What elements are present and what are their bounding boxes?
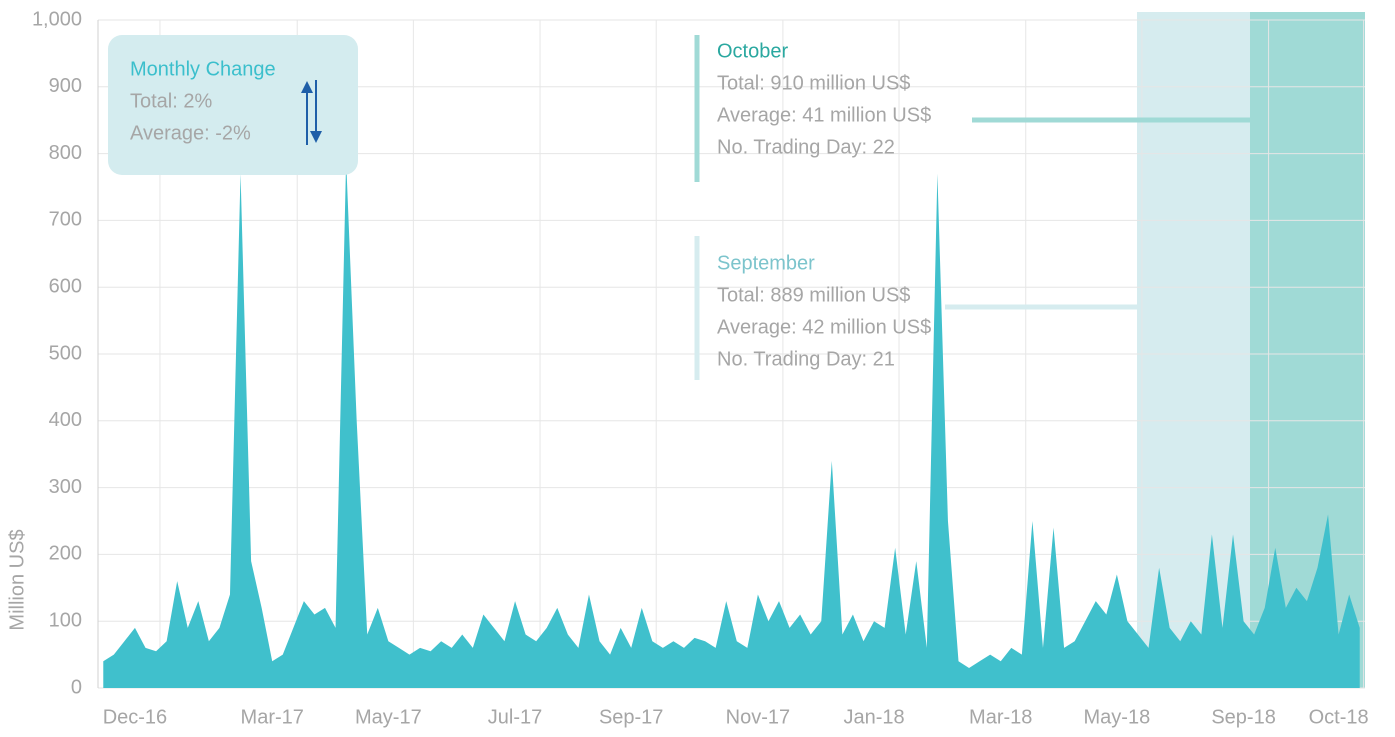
- annotation-days: No. Trading Day: 22: [717, 136, 895, 158]
- annotation-title: October: [717, 40, 788, 62]
- area: [103, 160, 1360, 688]
- x-tick-label: Mar-18: [969, 706, 1032, 728]
- x-tick-label: May-18: [1084, 706, 1151, 728]
- y-tick-label: 700: [49, 209, 82, 231]
- x-tick-label: Dec-16: [103, 706, 167, 728]
- y-tick-label: 1,000: [32, 8, 82, 30]
- y-tick-label: 300: [49, 476, 82, 498]
- y-tick-label: 600: [49, 275, 82, 297]
- annotation-total: Total: 889 million US$: [717, 284, 910, 306]
- y-tick-label: 200: [49, 543, 82, 565]
- x-tick-label: Jan-18: [843, 706, 904, 728]
- y-tick-label: 800: [49, 142, 82, 164]
- x-tick-label: Oct-18: [1309, 706, 1369, 728]
- october-band: [1250, 12, 1365, 688]
- down-arrowhead: [310, 131, 322, 143]
- annotation-title: September: [717, 252, 815, 274]
- annotations: October Total: 910 million US$ Average: 41…: [694, 35, 1250, 380]
- x-tick-label: Nov-17: [726, 706, 790, 728]
- annotation-days: No. Trading Day: 21: [717, 348, 895, 370]
- x-tick-label: Sep-17: [599, 706, 664, 728]
- y-tick-label: 400: [49, 409, 82, 431]
- x-tick-label: Mar-17: [241, 706, 304, 728]
- x-tick-label: May-17: [355, 706, 422, 728]
- up-arrowhead: [301, 81, 313, 93]
- annotation-average: Average: 42 million US$: [717, 316, 931, 338]
- y-tick-label: 100: [49, 609, 82, 631]
- box: [108, 35, 358, 175]
- monthly-change-box: Monthly Change Total: 2% Average: -2%: [108, 35, 358, 175]
- box-title: Monthly Change: [130, 58, 276, 80]
- plot: [103, 160, 1360, 688]
- y-tick-label: 900: [49, 75, 82, 97]
- x-tick-label: Jul-17: [488, 706, 542, 728]
- box-total: Total: 2%: [130, 90, 212, 112]
- x-tick-label: Sep-18: [1211, 706, 1276, 728]
- annotation-average: Average: 41 million US$: [717, 104, 931, 126]
- y-tick-label: 500: [49, 342, 82, 364]
- annotation-total: Total: 910 million US$: [717, 72, 910, 94]
- box-average: Average: -2%: [130, 122, 251, 144]
- y-tick-label: 0: [71, 676, 82, 698]
- y-axis-label: Million US$: [6, 529, 28, 630]
